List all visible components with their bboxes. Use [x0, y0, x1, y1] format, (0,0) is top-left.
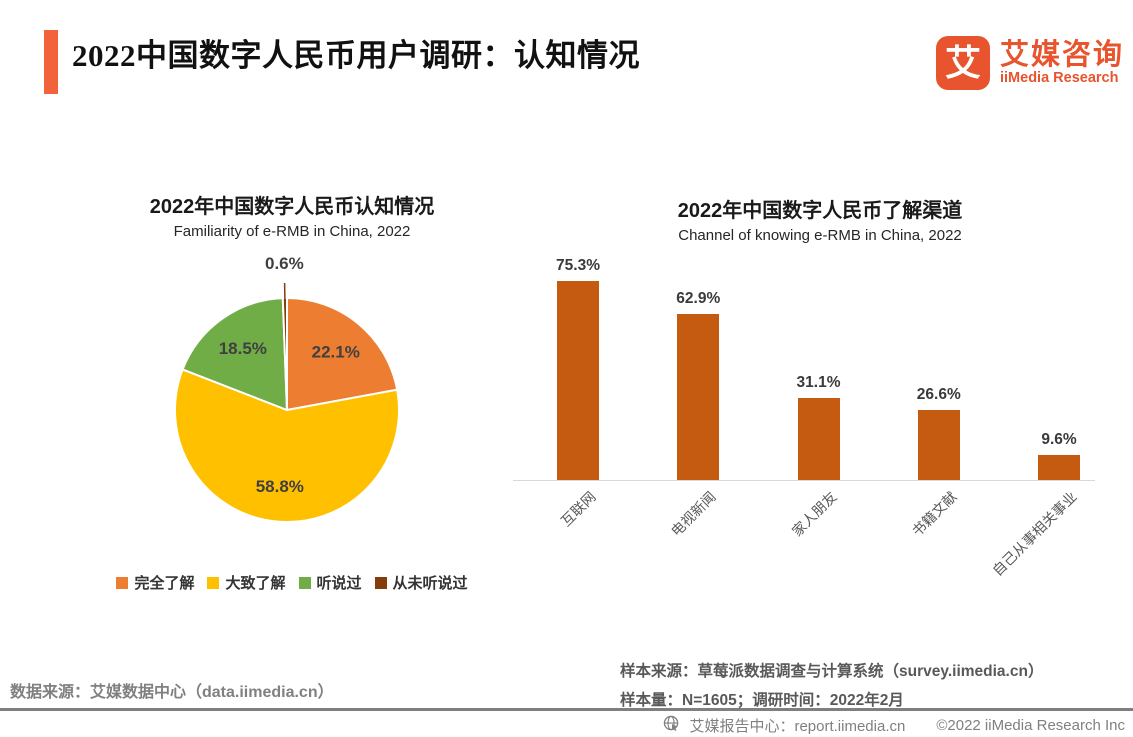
legend-swatch	[298, 576, 311, 589]
pie-slice-value-label: 58.8%	[256, 477, 304, 496]
pie-slice-value-label: 22.1%	[312, 342, 360, 361]
pie-slice	[181, 297, 288, 411]
legend-item: 大致了解	[207, 572, 286, 593]
footer: 艾媒报告中心：report.iimedia.cn ©2022 iiMedia R…	[663, 715, 1125, 736]
footer-divider	[0, 708, 1133, 711]
bar-category-label: 互联网	[557, 488, 599, 530]
sample-size-note: 样本量：N=1605；调研时间：2022年2月	[620, 692, 904, 709]
sample-notes: 样本来源：草莓派数据调查与计算系统（survey.iimedia.cn） 样本量…	[620, 657, 1043, 715]
footer-report-center: 艾媒报告中心：report.iimedia.cn	[689, 718, 906, 735]
bar-category-label: 电视新闻	[668, 488, 719, 540]
legend-label: 听说过	[316, 575, 362, 592]
pie-slice	[286, 297, 399, 411]
pie-legend: 完全了解 大致了解 听说过 从未听说过	[62, 572, 522, 593]
legend-label: 大致了解	[225, 575, 286, 592]
bar	[917, 410, 960, 480]
title-accent-bar	[44, 30, 58, 94]
bar-chart-title: 2022年中国数字人民币了解渠道	[677, 200, 963, 222]
legend-swatch	[207, 576, 220, 589]
pie-slice-value-label: 18.5%	[219, 339, 267, 358]
bar-value-label: 62.9%	[676, 290, 721, 307]
channel-bar-chart: 75.3% 62.9% 31.1% 26.6% 9.6%	[513, 257, 1095, 481]
bar-category-label: 书籍文献	[908, 488, 960, 540]
data-source-note: 数据来源：艾媒数据中心（data.iimedia.cn）	[10, 684, 334, 701]
globe-icon	[663, 715, 680, 736]
legend-swatch	[116, 576, 129, 589]
pie-chart-subtitle: Familiarity of e-RMB in China, 2022	[173, 223, 411, 240]
iimedia-logo-icon: 艾	[936, 36, 990, 90]
legend-label: 完全了解	[134, 575, 195, 592]
bar-value-label: 26.6%	[916, 386, 961, 403]
bar-value-label: 31.1%	[796, 374, 841, 391]
pie-slice-value-label: 0.6%	[265, 254, 304, 273]
iimedia-logo-text: 艾媒咨询 iiMedia Research	[1000, 40, 1124, 86]
logo-brand-en: iiMedia Research	[1000, 69, 1119, 86]
legend-item: 完全了解	[116, 572, 194, 593]
familiarity-pie-chart: 22.1% 58.8% 18.5% 0.6%	[174, 254, 400, 523]
pie-slice	[174, 368, 400, 523]
legend-item: 从未听说过	[374, 572, 468, 593]
bar-category-label: 家人朋友	[788, 488, 840, 540]
footer-copyright: ©2022 iiMedia Research Inc	[936, 717, 1125, 734]
legend-item: 听说过	[298, 572, 362, 593]
bar	[677, 314, 720, 480]
page-title: 2022中国数字人民币用户调研：认知情况	[72, 38, 640, 73]
bar	[797, 398, 840, 480]
legend-label: 从未听说过	[392, 575, 468, 592]
x-axis-line	[513, 480, 1095, 481]
bar-category-labels: 互联网 电视新闻 家人朋友 书籍文献 自己从事相关事业	[513, 487, 1095, 657]
bar	[1038, 455, 1080, 480]
logo-brand-cn: 艾媒咨询	[1000, 39, 1125, 72]
bar-value-label: 75.3%	[556, 257, 600, 274]
bar-chart-subtitle: Channel of knowing e-RMB in China, 2022	[678, 227, 962, 244]
iimedia-logo: 艾 艾媒咨询 iiMedia Research	[936, 36, 1124, 90]
bar	[557, 281, 599, 480]
bar-value-label: 9.6%	[1041, 431, 1077, 448]
sample-source-note: 样本来源：草莓派数据调查与计算系统（survey.iimedia.cn）	[620, 663, 1044, 680]
legend-swatch	[374, 576, 387, 589]
pie-chart-title: 2022年中国数字人民币认知情况	[149, 196, 435, 218]
bar-category-label: 自己从事相关事业	[989, 488, 1080, 579]
